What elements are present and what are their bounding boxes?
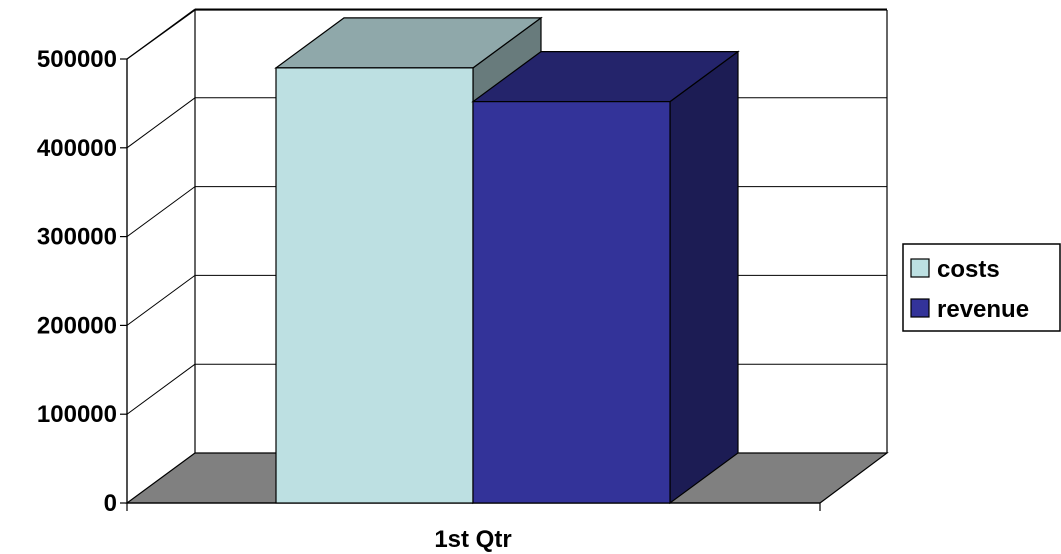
chart-side-wall — [126, 9, 196, 503]
legend: costs revenue — [902, 243, 1061, 332]
bar-front-face — [472, 101, 671, 504]
bars — [274, 16, 740, 505]
gridline-side — [126, 97, 196, 149]
gridline-side — [126, 363, 196, 415]
y-tick-label: 200000 — [37, 312, 117, 339]
x-axis — [126, 502, 821, 511]
gridline-side — [126, 186, 196, 238]
y-axis: 0 100000 200000 300000 400000 500000 — [37, 46, 128, 517]
y-tick-label: 0 — [104, 490, 117, 517]
bar-revenue — [471, 50, 740, 505]
y-tick-label: 400000 — [37, 135, 117, 162]
y-tick-label: 300000 — [37, 224, 117, 251]
legend-swatch-costs — [910, 258, 930, 278]
legend-label-costs: costs — [937, 256, 1000, 283]
bar-side-face — [669, 50, 739, 505]
side-wall-top-edge — [126, 9, 196, 60]
y-tick-label: 100000 — [37, 401, 117, 428]
legend-swatch-revenue — [910, 298, 930, 318]
x-tick-label: 1st Qtr — [434, 526, 511, 553]
legend-label-revenue: revenue — [937, 296, 1029, 323]
chart-back-wall — [194, 9, 888, 453]
gridline-side — [126, 274, 196, 326]
y-tick-label: 500000 — [37, 46, 117, 73]
bar-front-face — [275, 67, 474, 504]
